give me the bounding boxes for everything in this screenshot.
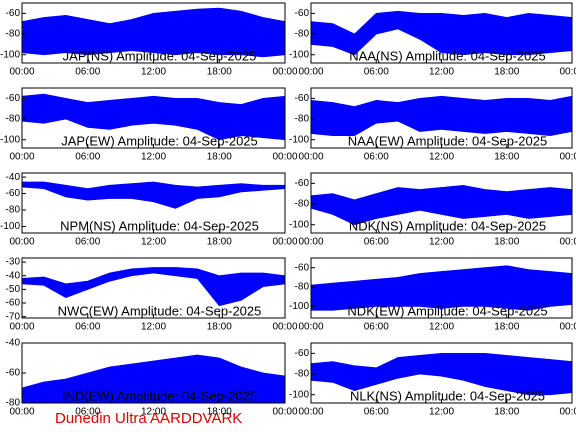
y-tick-label: -80 [295, 369, 310, 380]
y-tick-label: -60 [295, 348, 310, 359]
y-tick-label: -60 [6, 368, 21, 379]
x-tick-label: 12:00 [429, 322, 454, 333]
y-tick-label: -60 [295, 8, 310, 19]
footer: Dunedin Ultra AARDDVARK [55, 410, 242, 427]
x-tick-label: 18:00 [494, 237, 519, 248]
x-tick-label: 00:00 [559, 152, 576, 163]
y-tick-label: -80 [295, 282, 310, 293]
y-tick-label: -80 [6, 205, 21, 216]
y-tick-label: -80 [6, 29, 21, 40]
y-tick-label: -80 [6, 398, 21, 409]
x-tick-label: 00:00 [298, 322, 323, 333]
panel-title: NWC(EW) Amplitude: 04-Sep-2025 [58, 303, 262, 318]
y-tick-label: -100 [0, 134, 20, 145]
x-tick-label: 00:00 [298, 407, 323, 418]
panel-title: NAA(EW) Amplitude: 04-Sep-2025 [348, 133, 547, 148]
x-tick-label: 00:00 [9, 67, 34, 78]
y-tick-label: -60 [6, 298, 21, 309]
x-tick-label: 00:00 [9, 152, 34, 163]
y-tick-label: -100 [0, 221, 20, 232]
x-tick-label: 00:00 [298, 237, 323, 248]
y-tick-label: -40 [6, 172, 21, 183]
x-tick-label: 00:00 [9, 237, 34, 248]
y-tick-label: -50 [6, 284, 21, 295]
y-tick-label: -100 [0, 49, 20, 60]
panel-title: NDK(EW) Amplitude: 04-Sep-2025 [347, 303, 547, 318]
y-tick-label: -60 [6, 93, 21, 104]
y-tick-label: -80 [295, 199, 310, 210]
x-tick-label: 00:00 [559, 407, 576, 418]
x-tick-label: 00:00 [559, 322, 576, 333]
y-tick-label: -60 [295, 93, 310, 104]
x-tick-label: 00:00 [559, 67, 576, 78]
x-tick-label: 06:00 [75, 152, 100, 163]
x-tick-label: 06:00 [364, 152, 389, 163]
x-tick-label: 12:00 [429, 67, 454, 78]
y-tick-label: -100 [289, 389, 309, 400]
x-tick-label: 00:00 [298, 152, 323, 163]
x-tick-label: 18:00 [207, 152, 232, 163]
x-tick-label: 00:00 [9, 322, 34, 333]
y-tick-label: -80 [6, 114, 21, 125]
y-tick-label: -100 [289, 301, 309, 312]
y-tick-label: -40 [6, 338, 21, 349]
x-tick-label: 18:00 [207, 67, 232, 78]
panel-title: NAA(NS) Amplitude: 04-Sep-2025 [349, 48, 546, 63]
panel-title: NLK(NS) Amplitude: 04-Sep-2025 [350, 388, 545, 403]
x-tick-label: 00:00 [9, 407, 34, 418]
x-tick-label: 00:00 [298, 67, 323, 78]
y-tick-label: -100 [289, 134, 309, 145]
x-tick-label: 18:00 [494, 152, 519, 163]
x-tick-label: 06:00 [364, 67, 389, 78]
panel-title: NDK(NS) Amplitude: 04-Sep-2025 [349, 218, 546, 233]
y-tick-label: -60 [6, 8, 21, 19]
x-tick-label: 06:00 [75, 237, 100, 248]
x-tick-label: 00:00 [272, 237, 297, 248]
x-tick-label: 06:00 [364, 407, 389, 418]
y-tick-label: -60 [295, 178, 310, 189]
x-tick-label: 12:00 [141, 407, 166, 418]
y-tick-label: -40 [6, 270, 21, 281]
x-tick-label: 18:00 [207, 237, 232, 248]
x-tick-label: 12:00 [141, 322, 166, 333]
x-tick-label: 18:00 [494, 67, 519, 78]
y-tick-label: -70 [6, 311, 21, 322]
y-tick-label: -30 [6, 257, 21, 268]
x-tick-label: 06:00 [364, 322, 389, 333]
x-tick-label: 00:00 [559, 237, 576, 248]
y-tick-label: -60 [6, 188, 21, 199]
x-tick-label: 18:00 [207, 407, 232, 418]
x-tick-label: 00:00 [272, 152, 297, 163]
y-tick-label: -80 [295, 29, 310, 40]
x-tick-label: 18:00 [494, 407, 519, 418]
x-tick-label: 12:00 [141, 237, 166, 248]
x-tick-label: 12:00 [429, 152, 454, 163]
x-tick-label: 12:00 [141, 67, 166, 78]
x-tick-label: 06:00 [75, 407, 100, 418]
x-tick-label: 00:00 [272, 322, 297, 333]
amplitude-band [21, 181, 286, 209]
x-tick-label: 18:00 [494, 322, 519, 333]
y-tick-label: -100 [289, 219, 309, 230]
panel-title: JAP(NS) Amplitude: 04-Sep-2025 [63, 48, 257, 63]
y-tick-label: -100 [289, 49, 309, 60]
x-tick-label: 00:00 [272, 67, 297, 78]
y-tick-label: -80 [295, 114, 310, 125]
x-tick-label: 12:00 [141, 152, 166, 163]
panel-title: JAP(EW) Amplitude: 04-Sep-2025 [61, 133, 258, 148]
x-tick-label: 00:00 [272, 407, 297, 418]
x-tick-label: 12:00 [429, 237, 454, 248]
y-tick-label: -60 [295, 262, 310, 273]
panel-title: NPM(NS) Amplitude: 04-Sep-2025 [60, 218, 259, 233]
amplitude-band [310, 95, 573, 136]
panel-title: IND(EW) Amplitude: 04-Sep-2025 [62, 388, 257, 403]
x-tick-label: 06:00 [75, 67, 100, 78]
x-tick-label: 06:00 [75, 322, 100, 333]
x-tick-label: 18:00 [207, 322, 232, 333]
amplitude-band [21, 267, 286, 307]
x-tick-label: 06:00 [364, 237, 389, 248]
x-tick-label: 12:00 [429, 407, 454, 418]
